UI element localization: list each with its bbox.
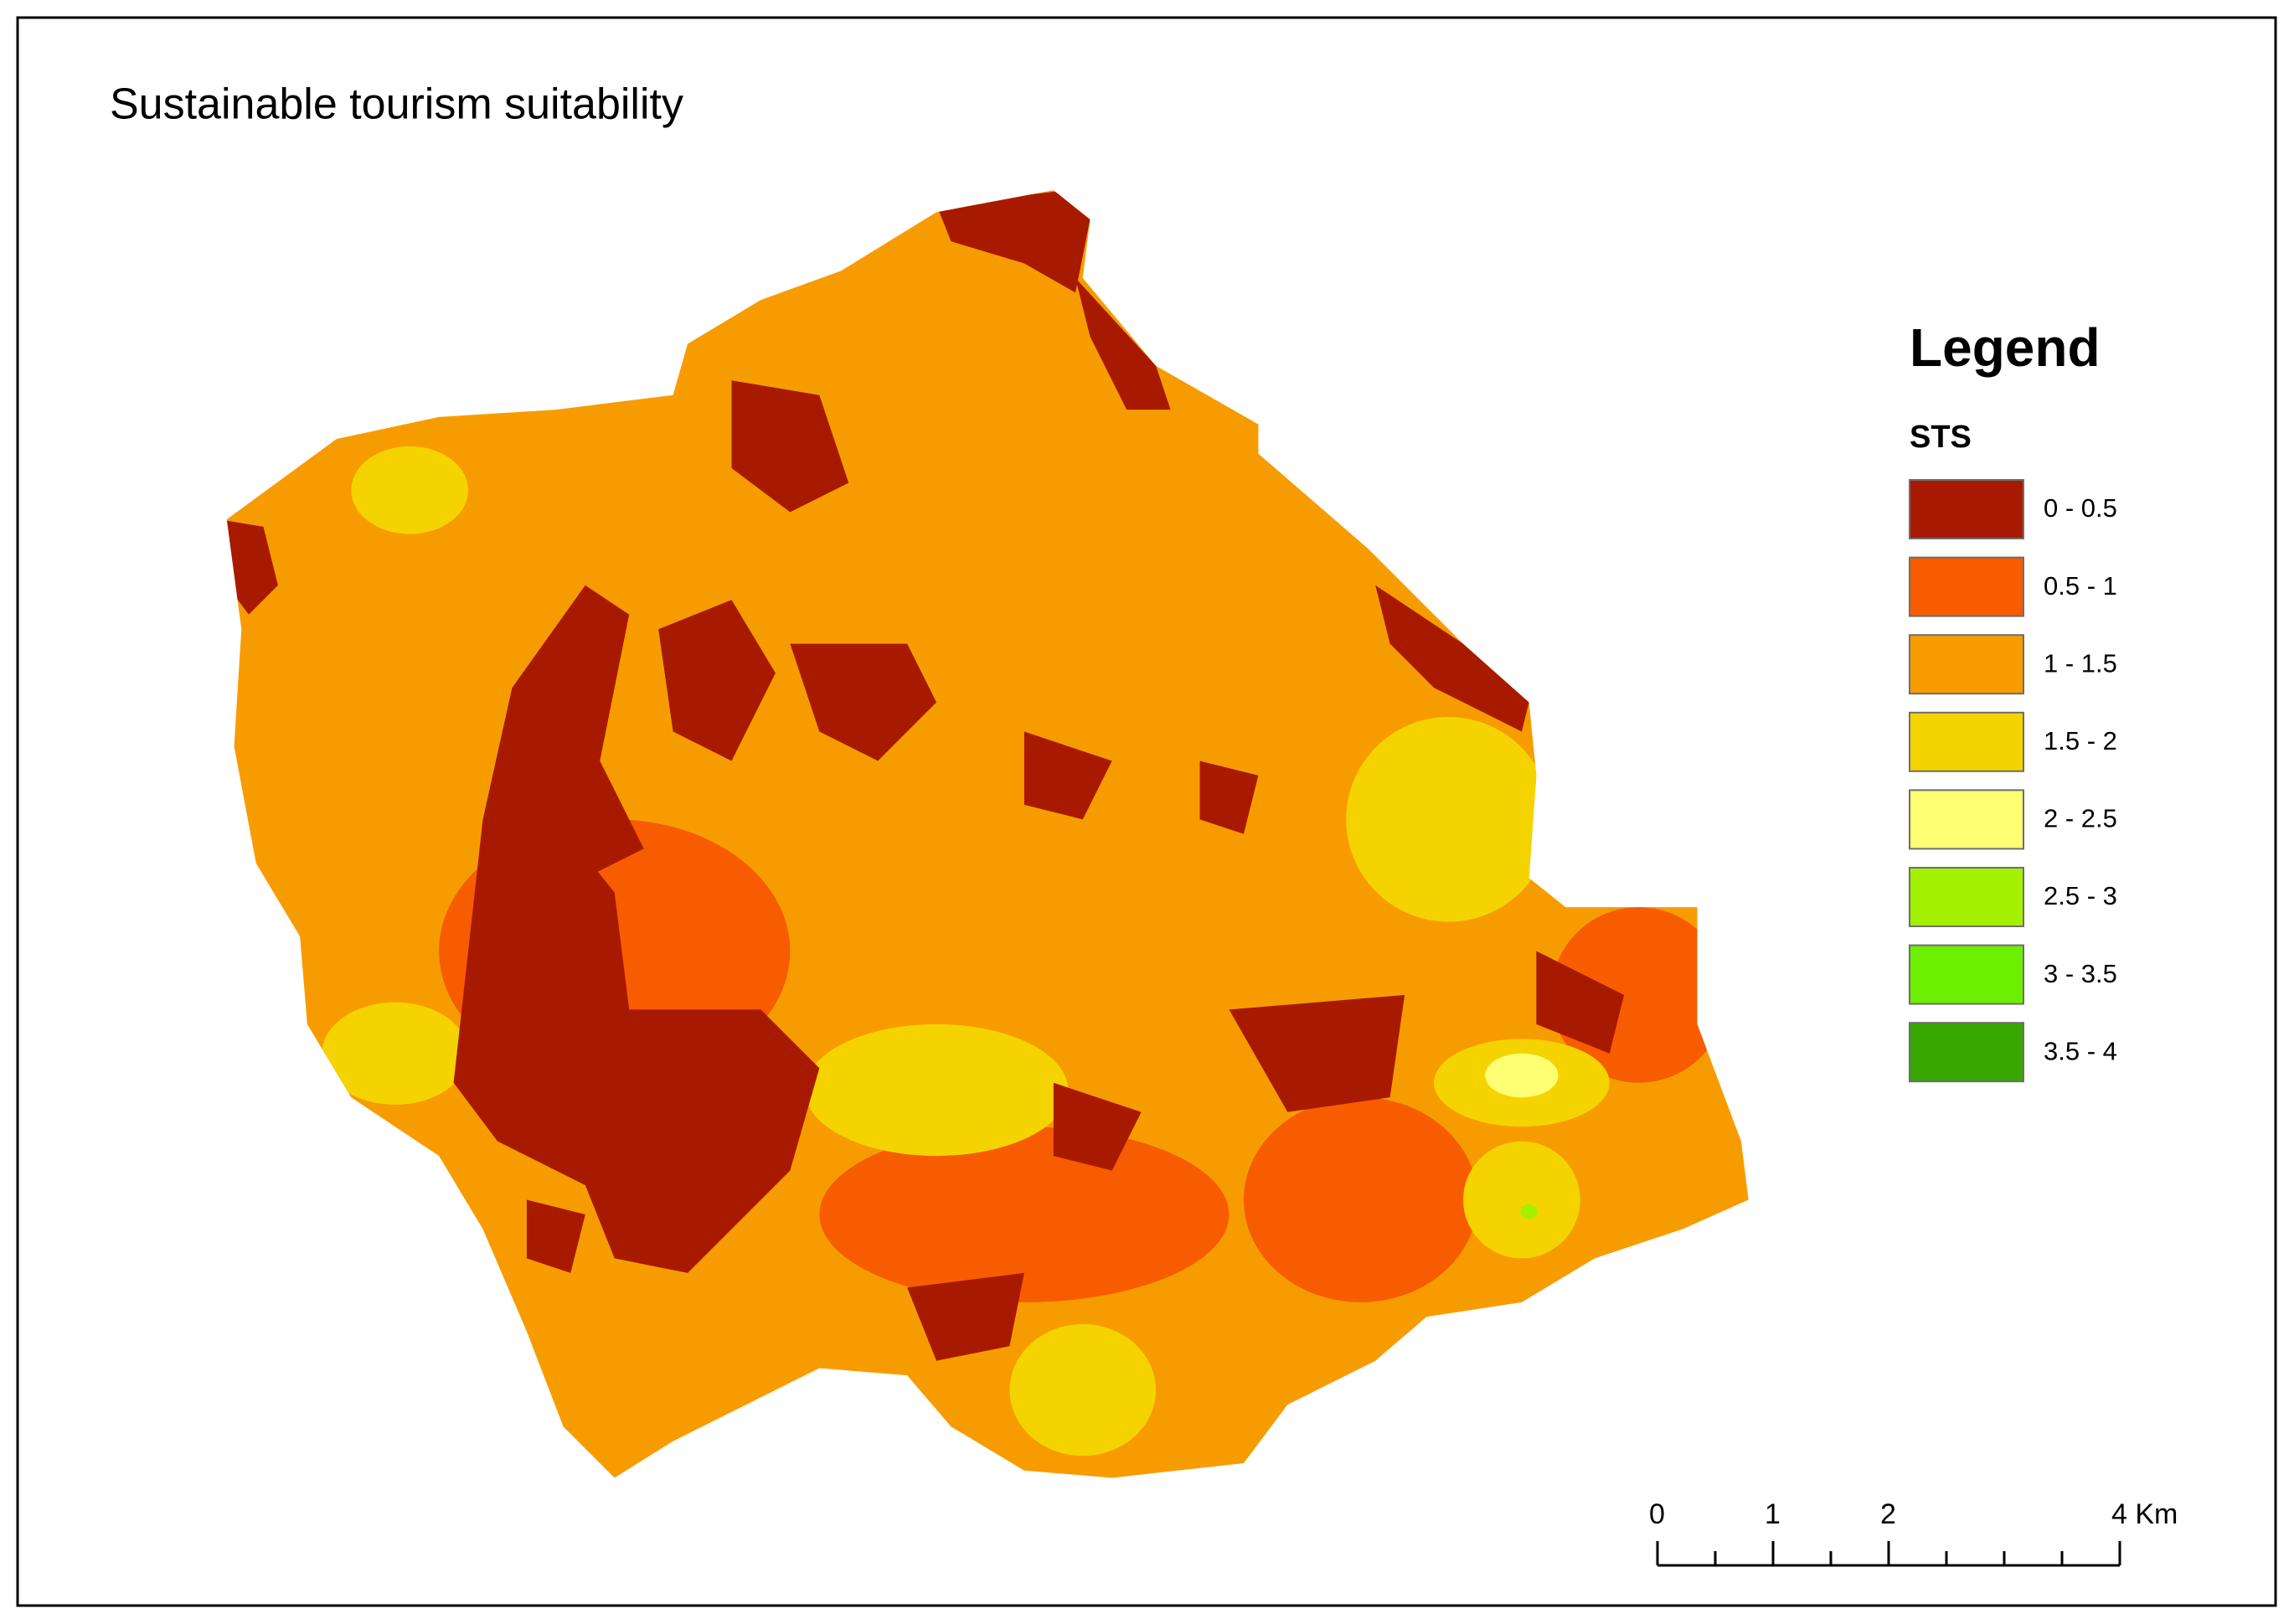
class-area bbox=[1229, 994, 1405, 1112]
legend-label: 2 - 2.5 bbox=[2044, 804, 2117, 833]
legend-label: 1.5 - 2 bbox=[2044, 726, 2117, 755]
class-area bbox=[453, 819, 820, 1273]
scale-label: 2 bbox=[1880, 1498, 1896, 1530]
class-area bbox=[482, 585, 644, 879]
class-area bbox=[804, 1023, 1069, 1157]
class-area bbox=[731, 380, 849, 513]
class-area bbox=[526, 1199, 585, 1273]
legend-label: 0.5 - 1 bbox=[2044, 571, 2117, 601]
class-area bbox=[1009, 1324, 1157, 1456]
scale-label: 0 bbox=[1649, 1498, 1665, 1530]
map-title: Sustainable tourism suitability bbox=[110, 80, 683, 129]
legend-label: 1 - 1.5 bbox=[2044, 648, 2117, 678]
legend-swatch bbox=[1909, 789, 2024, 850]
class-area bbox=[1485, 1053, 1559, 1098]
class-area bbox=[1520, 1204, 1539, 1219]
class-area bbox=[936, 190, 1090, 293]
legend-swatch bbox=[1909, 711, 2024, 772]
legend-swatch bbox=[1909, 479, 2024, 539]
scale-bar: 0 1 2 4 Km bbox=[1649, 1498, 2178, 1567]
class-area bbox=[322, 1002, 469, 1105]
legend-swatch bbox=[1909, 634, 2024, 695]
class-area bbox=[1075, 277, 1171, 410]
legend-label: 2.5 - 3 bbox=[2044, 881, 2117, 910]
scale-label: 1 bbox=[1765, 1498, 1781, 1530]
class-area bbox=[351, 446, 469, 534]
legend-swatch bbox=[1909, 1022, 2024, 1083]
class-area bbox=[907, 1272, 1024, 1361]
class-area bbox=[819, 1126, 1229, 1302]
legend-swatch bbox=[1909, 944, 2024, 1005]
legend-swatch bbox=[1909, 556, 2024, 617]
class-area bbox=[1463, 1141, 1580, 1259]
class-area bbox=[1199, 760, 1259, 834]
legend-field: STS bbox=[1910, 420, 1972, 455]
class-area bbox=[790, 643, 937, 761]
legend-label: 3.5 - 4 bbox=[2044, 1036, 2117, 1065]
class-area bbox=[1536, 951, 1625, 1054]
legend-label: 0 - 0.5 bbox=[2044, 493, 2117, 523]
legend-title: Legend bbox=[1910, 317, 2101, 378]
class-area bbox=[1375, 585, 1529, 732]
class-area bbox=[658, 600, 776, 761]
class-area bbox=[1243, 1097, 1478, 1302]
class-area bbox=[1346, 717, 1551, 922]
legend-swatch bbox=[1909, 867, 2024, 927]
legend: Legend STS 0 - 0.5 0.5 - 1 1 - 1.5 1.5 - 2 2… bbox=[1909, 317, 2117, 1083]
scale-label: 4 Km bbox=[2111, 1498, 2178, 1530]
legend-label: 3 - 3.5 bbox=[2044, 959, 2117, 988]
class-area bbox=[1023, 731, 1112, 820]
